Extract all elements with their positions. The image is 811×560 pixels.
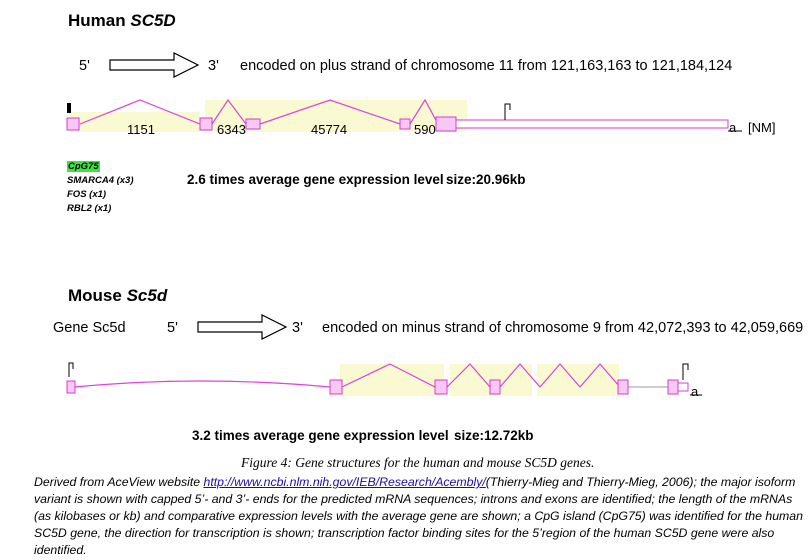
figure-label: Figure 4: <box>241 455 292 470</box>
mouse-exon-2 <box>329 379 343 395</box>
human-end-label: a <box>729 120 737 135</box>
human-length-4: 590 <box>414 122 436 137</box>
mouse-title-gene: Sc5d <box>126 286 168 305</box>
figure-caption: Derived from AceView website http://www.… <box>34 474 806 559</box>
mouse-exon-5 <box>617 379 629 395</box>
human-three-prime: 3' <box>208 58 219 74</box>
human-five-prime: 5' <box>79 58 90 74</box>
human-exon-4 <box>399 118 411 130</box>
mouse-exon-1 <box>66 380 76 394</box>
human-strand-text: encoded on plus strand of chromosome 11 … <box>240 58 733 74</box>
human-highlight-band-1 <box>70 112 200 132</box>
tf-site-1: SMARCA4 (x3) <box>67 175 134 186</box>
mouse-polya-flag <box>682 363 689 380</box>
human-utr-3 <box>455 119 729 129</box>
human-exon-1 <box>66 117 80 131</box>
human-exon-2 <box>199 117 213 131</box>
human-cap-marker <box>67 103 71 113</box>
human-exon-5 <box>435 116 457 132</box>
human-title-gene: SC5D <box>130 11 176 30</box>
mouse-intron-long <box>73 380 331 388</box>
human-title-prefix: Human <box>68 11 126 30</box>
cpg-label: CpG75 <box>67 161 100 172</box>
human-polya-flag <box>504 103 511 120</box>
mouse-exon-3 <box>434 379 448 395</box>
mouse-three-prime: 3' <box>292 320 303 336</box>
mouse-strand-text: encoded on minus strand of chromosome 9 … <box>322 320 804 336</box>
acemview-link[interactable]: http://www.ncbi.nlm.nih.gov/IEB/Research… <box>203 475 486 489</box>
mouse-utr-3 <box>677 382 689 392</box>
figure-title: Figure 4: Gene structures for the human … <box>241 455 594 471</box>
gene-diagram-svg <box>66 52 742 396</box>
human-exon-3 <box>245 118 261 130</box>
mouse-exon-6 <box>667 379 679 395</box>
mouse-size: size:12.72kb <box>454 428 534 443</box>
tf-site-2: FOS (x1) <box>67 189 107 200</box>
mouse-end-label: a <box>691 384 699 399</box>
mouse-direction-arrow <box>197 314 288 340</box>
human-expression: 2.6 times average gene expression level <box>187 172 444 187</box>
tf-site-3: RBL2 (x1) <box>67 203 112 214</box>
mouse-title-prefix: Mouse <box>68 286 122 305</box>
mouse-cap-marker <box>68 362 74 377</box>
human-size: size:20.96kb <box>446 172 526 187</box>
mouse-title: Mouse Sc5d <box>68 286 167 306</box>
human-length-1: 1151 <box>127 122 155 137</box>
mouse-highlight-band-3 <box>537 364 619 396</box>
human-nm-label: [NM] <box>748 120 776 135</box>
human-length-3: 45774 <box>311 122 348 137</box>
mouse-gene-label: Gene Sc5d <box>53 320 126 336</box>
mouse-expression: 3.2 times average gene expression level <box>192 428 449 443</box>
figure-title-text: Gene structures for the human and mouse … <box>295 455 595 470</box>
caption-text: (Thierry-Mieg and Thierry-Mieg, 2006); t… <box>34 475 803 557</box>
human-title: Human SC5D <box>68 11 176 31</box>
mouse-exon-4 <box>489 379 501 395</box>
human-direction-arrow <box>109 52 200 78</box>
caption-prefix: Derived from AceView website <box>34 475 204 489</box>
human-length-2: 6343 <box>217 122 246 137</box>
mouse-five-prime: 5' <box>167 320 178 336</box>
cpg-island-badge: CpG75 <box>67 156 100 174</box>
